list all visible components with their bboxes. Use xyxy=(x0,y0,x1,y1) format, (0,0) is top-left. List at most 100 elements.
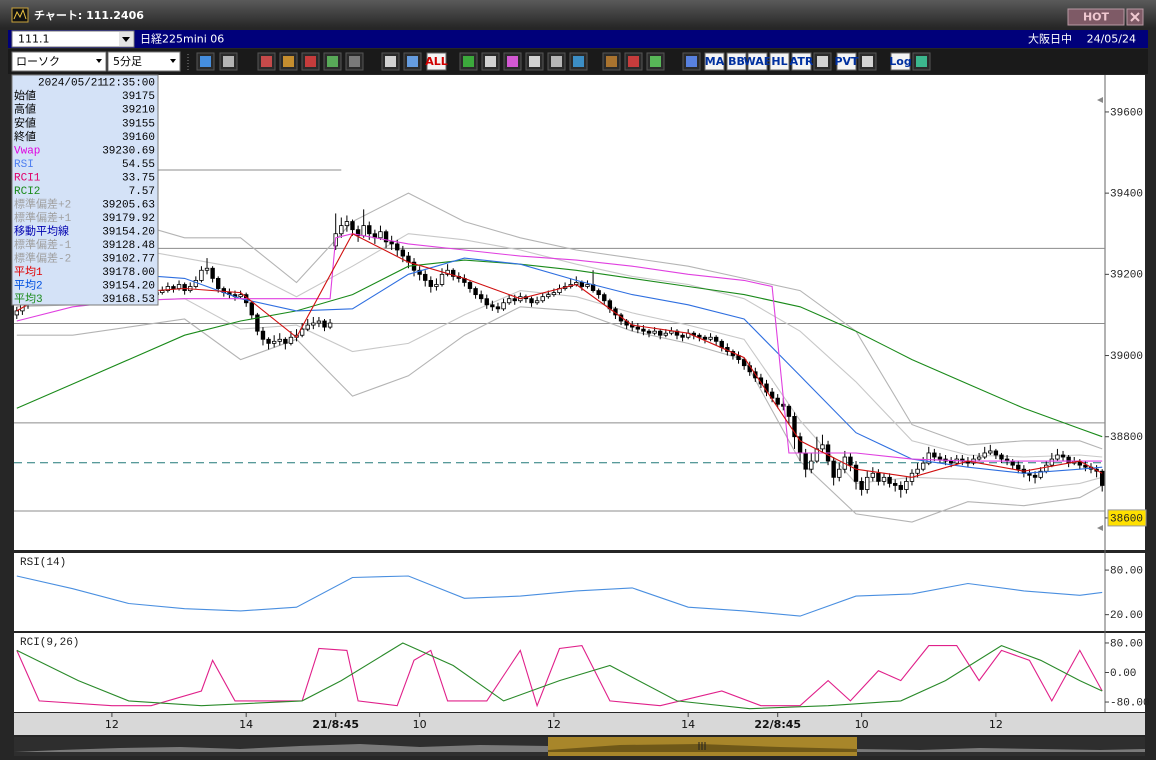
candle-body xyxy=(423,273,428,281)
candle-body xyxy=(680,334,685,338)
candle-body xyxy=(769,391,775,399)
x-tick-label: 12 xyxy=(105,718,119,731)
dropdown-arrow xyxy=(96,59,102,63)
candle-body xyxy=(831,460,836,478)
session-date: 24/05/24 xyxy=(1087,33,1136,46)
candle-body xyxy=(948,460,954,464)
candle-body xyxy=(976,456,982,460)
candle-body xyxy=(719,340,724,348)
candle-body xyxy=(1027,472,1032,476)
x-tick-label: 14 xyxy=(239,718,253,731)
candle-body xyxy=(428,280,434,287)
panel-title: RSI(14) xyxy=(20,557,66,569)
symbol-bar xyxy=(8,30,1148,48)
toolbar-glyph xyxy=(327,56,338,67)
candle-body xyxy=(367,225,372,235)
candle-body xyxy=(322,320,327,328)
plot-area xyxy=(16,575,1103,617)
toolbar-button-label: HL xyxy=(771,55,787,68)
window-title: チャート: 111.2406 xyxy=(34,9,144,22)
x-tick-label: 12 xyxy=(547,718,561,731)
x-tick-label: 21/8:45 xyxy=(312,718,359,731)
toolbar-glyph xyxy=(261,56,272,67)
candle-body xyxy=(893,483,898,486)
candle-body xyxy=(988,450,993,454)
toolbar-button[interactable] xyxy=(791,52,812,71)
toolbar-button[interactable] xyxy=(747,52,768,71)
symbol-code: 111.1 xyxy=(18,33,50,46)
info-value: 7.57 xyxy=(129,186,155,198)
candle-body xyxy=(171,286,176,289)
info-value: 39205.63 xyxy=(102,199,155,211)
app-icon-line xyxy=(13,8,27,20)
rci-panel xyxy=(14,633,1145,712)
y-tick-label: 80.00 xyxy=(1110,565,1143,577)
candle-body xyxy=(635,326,641,330)
info-panel-bg xyxy=(11,74,159,306)
price-marker xyxy=(1107,509,1147,527)
toolbar-button[interactable] xyxy=(704,52,725,71)
toolbar-glyph xyxy=(305,56,316,67)
candle-body xyxy=(249,302,254,316)
candle-body xyxy=(512,298,517,302)
candle-body xyxy=(585,284,590,287)
candle-body xyxy=(999,454,1004,460)
x-tick-label: 10 xyxy=(413,718,427,731)
info-value: 39210 xyxy=(122,105,155,117)
y-tick-label: 0.00 xyxy=(1110,668,1136,680)
candle-body xyxy=(837,468,842,478)
series-line xyxy=(16,290,1103,491)
time-axis xyxy=(14,713,1145,735)
instrument-name: 日経225mini 06 xyxy=(140,33,224,46)
candle-body xyxy=(199,269,204,281)
candle-body xyxy=(283,338,288,344)
candle-body xyxy=(887,476,892,484)
candle-body xyxy=(658,330,663,336)
toolbar-button[interactable] xyxy=(426,52,447,71)
candle-body xyxy=(451,269,456,277)
y-tick-label: -80.00 xyxy=(1110,697,1150,709)
candle-body xyxy=(271,340,277,344)
info-label: 平均3 xyxy=(14,291,43,306)
panel-title: RCI(9,26) xyxy=(20,637,79,649)
info-value: 39175 xyxy=(122,91,155,103)
candle-body xyxy=(697,334,702,338)
toolbar-button-label: WAE xyxy=(744,55,772,68)
candle-body xyxy=(299,328,305,336)
candle-body xyxy=(551,292,557,296)
toolbar-button[interactable] xyxy=(769,52,790,71)
toolbar-button-label: PVT xyxy=(834,55,859,68)
candle-body xyxy=(14,310,19,316)
dropdown-arrow xyxy=(122,37,130,42)
toolbar-button-label: ATR xyxy=(790,55,814,68)
toolbar-glyph xyxy=(916,56,927,67)
hot-label: HOT xyxy=(1083,11,1110,24)
info-label: RCI2 xyxy=(14,186,40,198)
info-label: Vwap xyxy=(14,145,40,157)
toolbar-glyph xyxy=(862,56,873,67)
toolbar-button[interactable] xyxy=(726,52,747,71)
symbol-dropdown[interactable] xyxy=(11,30,135,48)
hot-button[interactable] xyxy=(1067,8,1125,26)
toolbar-glyph xyxy=(606,56,617,67)
info-label: 標準偏差+1 xyxy=(14,210,72,225)
series-line xyxy=(16,192,1103,450)
candle-body xyxy=(204,267,210,271)
toolbar-button[interactable] xyxy=(890,52,911,71)
candle-body xyxy=(982,452,987,458)
session-name: 大阪日中 xyxy=(1028,32,1072,46)
scroll-grip xyxy=(698,742,706,750)
candle-body xyxy=(579,282,585,287)
toolbar-button[interactable] xyxy=(836,52,857,71)
toolbar-glyph xyxy=(817,56,828,67)
candle-body xyxy=(534,300,540,304)
series-line xyxy=(16,306,1103,523)
series-line xyxy=(16,642,1103,710)
x-tick-label: 10 xyxy=(855,718,869,731)
period-dropdown[interactable] xyxy=(107,51,181,72)
info-value: 39102.77 xyxy=(102,254,155,266)
style-dropdown[interactable] xyxy=(11,51,107,72)
candle-body xyxy=(484,298,489,306)
candle-body xyxy=(439,273,445,285)
